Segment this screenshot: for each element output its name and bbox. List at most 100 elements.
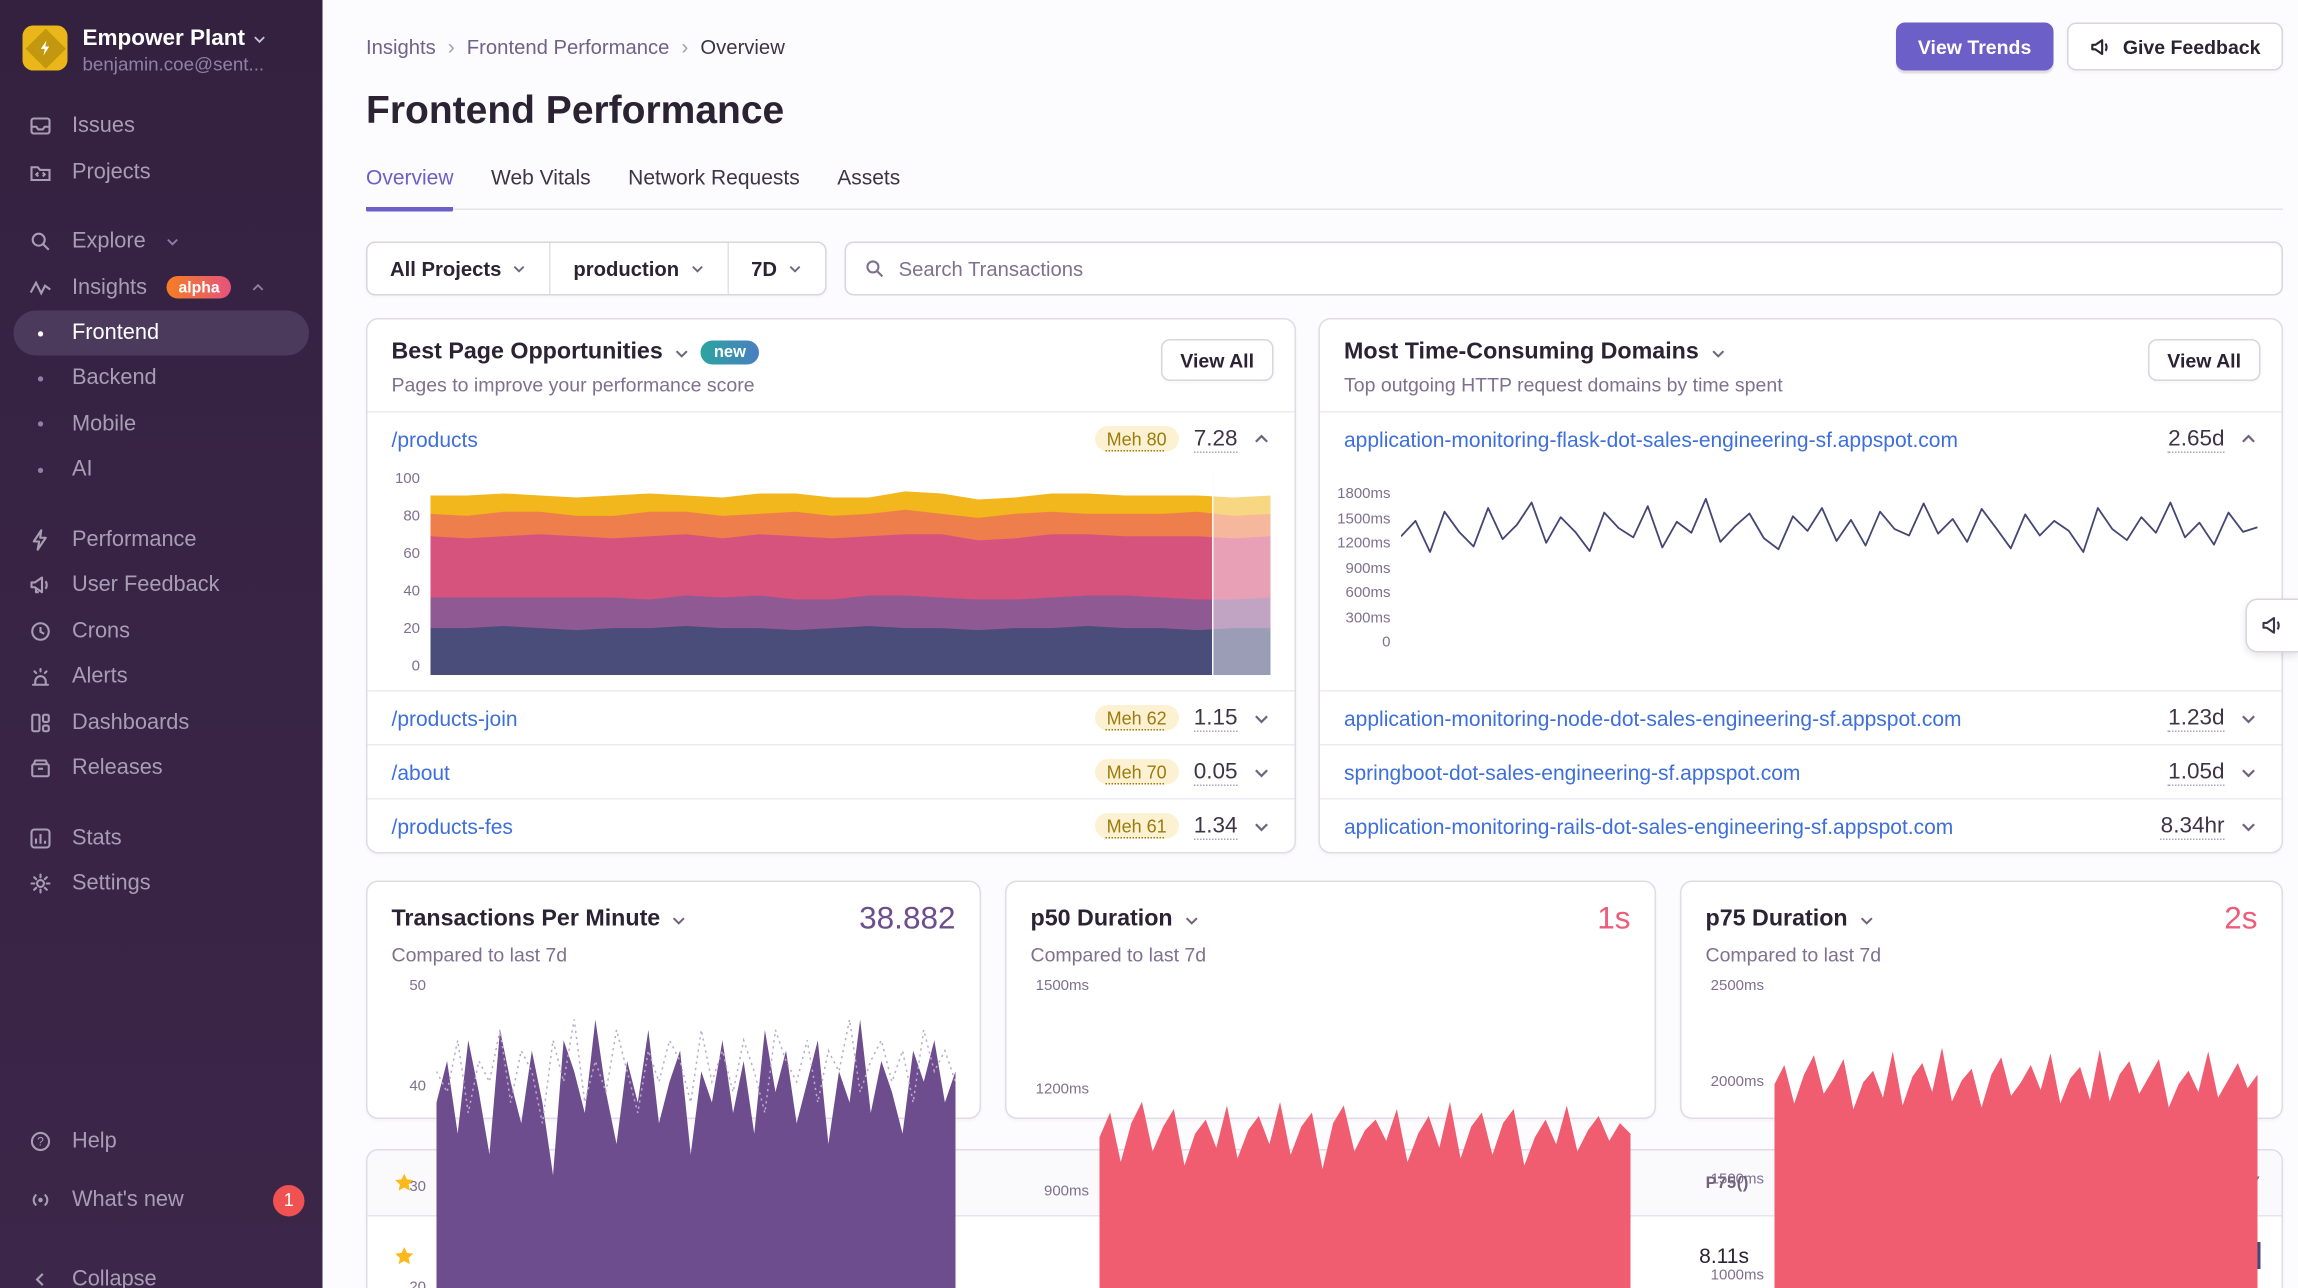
star-icon[interactable] (393, 1244, 416, 1267)
chevron-up-icon (251, 280, 266, 295)
sidebar: Empower Plant benjamin.coe@sent... Issue… (0, 0, 323, 1288)
page-link[interactable]: /about (391, 759, 450, 784)
y-axis-ticks: 1800ms 1500ms 1200ms 900ms 600ms 300ms 0 (1337, 486, 1391, 651)
domain-row-flask: application-monitoring-flask-dot-sales-e… (1320, 411, 2282, 465)
kpi-value: 38.882 (859, 901, 956, 937)
domain-link[interactable]: springboot-dot-sales-engineering-sf.apps… (1344, 759, 1801, 784)
sidebar-item-crons[interactable]: Crons (0, 608, 323, 654)
search-input[interactable] (898, 257, 2264, 280)
org-switcher[interactable]: Empower Plant benjamin.coe@sent... (0, 0, 323, 77)
search-transactions-box[interactable] (844, 241, 2283, 296)
sidebar-item-label: Backend (72, 366, 157, 391)
sidebar-item-user-feedback[interactable]: User Feedback (0, 563, 323, 609)
page-link[interactable]: /products (391, 426, 478, 451)
page-row-products: /products Meh 80 7.28 (367, 411, 1295, 465)
project-filter[interactable]: All Projects (368, 243, 550, 294)
domain-link[interactable]: application-monitoring-flask-dot-sales-e… (1344, 426, 1958, 451)
chevron-down-icon[interactable] (1253, 709, 1271, 727)
sidebar-item-mobile[interactable]: • Mobile (0, 401, 323, 447)
page-score-stacked-chart (430, 491, 1271, 675)
megaphone-icon (29, 573, 53, 597)
breadcrumb-insights[interactable]: Insights (366, 35, 436, 58)
opportunity-value[interactable]: 1.15 (1193, 704, 1238, 732)
star-icon[interactable] (393, 1172, 416, 1195)
opportunity-value[interactable]: 0.05 (1193, 758, 1238, 786)
chevron-down-icon[interactable] (1253, 763, 1271, 781)
chevron-down-icon[interactable] (2240, 763, 2258, 781)
chevron-down-icon[interactable] (1183, 911, 1200, 928)
score-badge[interactable]: Meh 62 (1094, 705, 1179, 731)
sidebar-item-label: Explore (72, 229, 146, 254)
domain-row-node: application-monitoring-node-dot-sales-en… (1320, 690, 2282, 744)
page-row-products-fes: /products-fes Meh 61 1.34 (367, 798, 1295, 852)
view-all-button[interactable]: View All (1160, 339, 1274, 381)
chevron-down-icon[interactable] (1253, 817, 1271, 835)
chevron-down-icon[interactable] (673, 344, 690, 361)
y-axis-ticks: 100 80 60 40 20 0 (394, 471, 420, 675)
opportunity-value[interactable]: 1.34 (1193, 812, 1238, 840)
chevron-up-icon[interactable] (1253, 430, 1271, 448)
sidebar-item-label: Collapse (72, 1267, 157, 1288)
chevron-down-icon[interactable] (2240, 709, 2258, 727)
sidebar-item-issues[interactable]: Issues (0, 104, 323, 150)
floating-feedback-button[interactable] (2245, 598, 2298, 653)
time-spent-value[interactable]: 2.65d (2168, 425, 2225, 453)
sidebar-item-stats[interactable]: Stats (0, 815, 323, 861)
time-spent-value[interactable]: 1.05d (2168, 758, 2225, 786)
page-link[interactable]: /products-join (391, 705, 518, 730)
view-trends-button[interactable]: View Trends (1895, 22, 2054, 71)
sidebar-item-performance[interactable]: Performance (0, 517, 323, 563)
sidebar-collapse-button[interactable]: Collapse (0, 1256, 323, 1288)
give-feedback-button[interactable]: Give Feedback (2067, 22, 2283, 71)
score-badge[interactable]: Meh 70 (1094, 759, 1179, 785)
broadcast-icon (29, 1188, 53, 1212)
sidebar-item-releases[interactable]: Releases (0, 746, 323, 792)
chevron-down-icon[interactable] (2240, 817, 2258, 835)
sidebar-item-label: Performance (72, 527, 197, 552)
sidebar-item-settings[interactable]: Settings (0, 861, 323, 907)
chevron-down-icon[interactable] (671, 911, 688, 928)
time-spent-value[interactable]: 1.23d (2168, 704, 2225, 732)
breadcrumb-separator: › (447, 34, 455, 59)
domain-link[interactable]: application-monitoring-node-dot-sales-en… (1344, 705, 1962, 730)
sidebar-item-label: AI (72, 457, 93, 482)
tab-network-requests[interactable]: Network Requests (628, 165, 800, 189)
sidebar-item-label: Dashboards (72, 710, 190, 735)
environment-filter-label: production (573, 257, 680, 280)
project-filter-label: All Projects (390, 257, 502, 280)
domain-link[interactable]: application-monitoring-rails-dot-sales-e… (1344, 813, 1954, 838)
page-link[interactable]: /products-fes (391, 813, 513, 838)
sidebar-item-projects[interactable]: Projects (0, 149, 323, 195)
sidebar-item-whats-new[interactable]: What's new 1 (0, 1178, 323, 1224)
chevron-up-icon[interactable] (2240, 430, 2258, 448)
time-spent-value[interactable]: 8.34hr (2160, 812, 2225, 840)
breadcrumb-frontend-performance[interactable]: Frontend Performance (466, 35, 670, 58)
date-range-label: 7D (751, 257, 778, 280)
sidebar-item-help[interactable]: ? Help (0, 1118, 323, 1164)
score-badge[interactable]: Meh 61 (1094, 813, 1179, 839)
sidebar-item-explore[interactable]: Explore (0, 219, 323, 265)
tab-assets[interactable]: Assets (837, 165, 901, 189)
search-icon (866, 260, 884, 278)
bar-chart-icon (29, 826, 53, 850)
date-range-filter[interactable]: 7D (727, 243, 825, 294)
opportunity-value[interactable]: 7.28 (1193, 425, 1238, 453)
score-badge[interactable]: Meh 80 (1094, 426, 1179, 452)
bullet-icon: • (37, 412, 44, 436)
sidebar-item-insights[interactable]: Insights alpha (0, 265, 323, 311)
tpm-card: Transactions Per Minute 38.882 Compared … (366, 880, 981, 1288)
tab-overview[interactable]: Overview (366, 165, 454, 212)
tab-web-vitals[interactable]: Web Vitals (491, 165, 591, 189)
sidebar-item-backend[interactable]: • Backend (0, 356, 323, 402)
sidebar-item-dashboards[interactable]: Dashboards (0, 700, 323, 746)
sidebar-item-alerts[interactable]: Alerts (0, 654, 323, 700)
sidebar-item-frontend[interactable]: • Frontend (13, 310, 309, 356)
org-email: benjamin.coe@sent... (82, 54, 265, 75)
chevron-down-icon[interactable] (1709, 344, 1726, 361)
col-p75[interactable]: P75() (1705, 1173, 1749, 1192)
view-all-button[interactable]: View All (2147, 339, 2261, 381)
chevron-down-icon[interactable] (1858, 911, 1875, 928)
environment-filter[interactable]: production (549, 243, 727, 294)
sidebar-item-ai[interactable]: • AI (0, 447, 323, 493)
